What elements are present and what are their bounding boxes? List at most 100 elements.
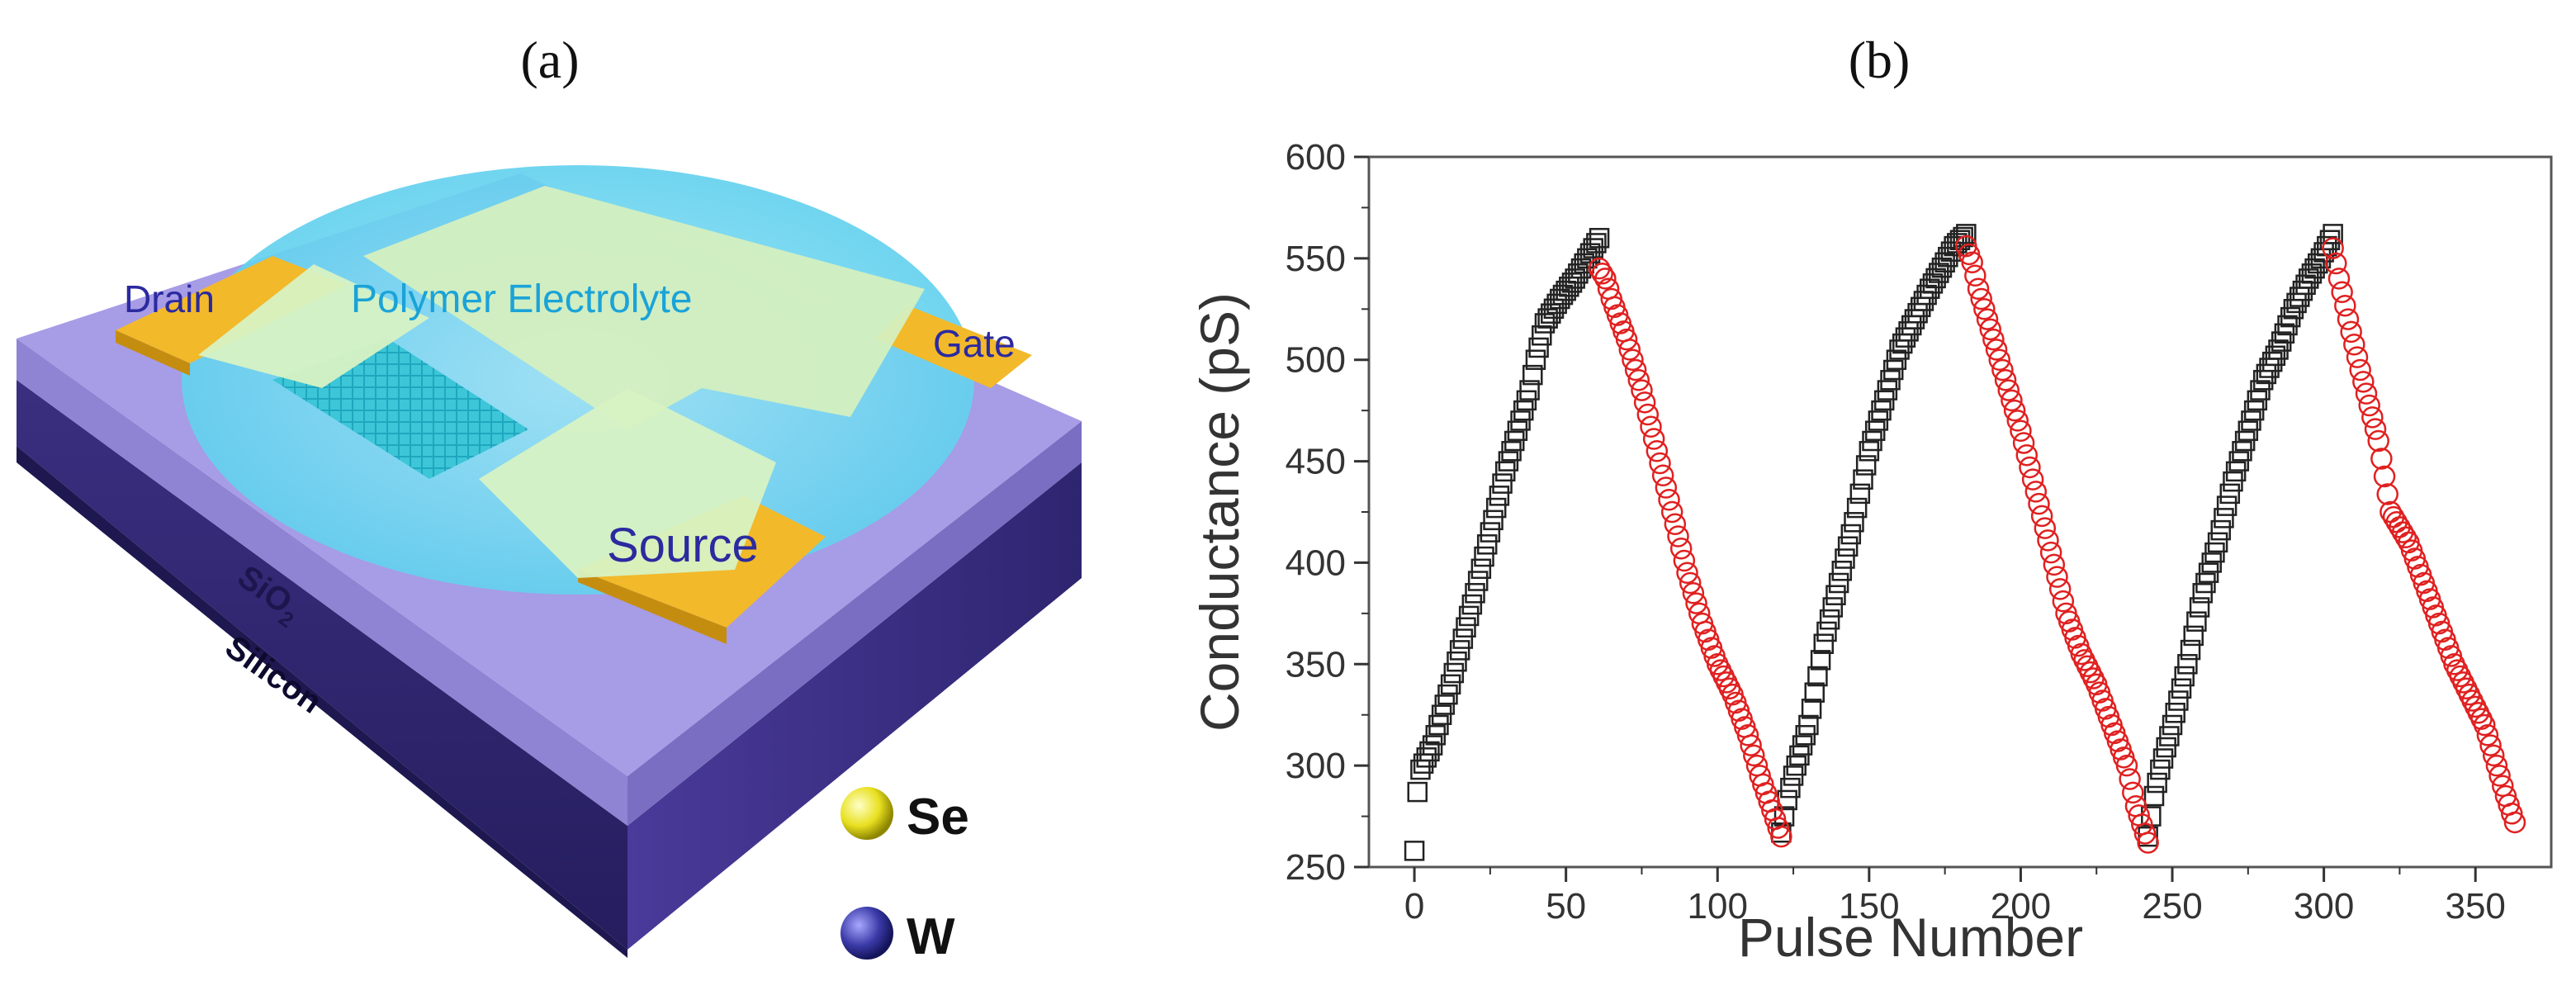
- depression-point: [2376, 483, 2398, 505]
- potentiation-point: [1501, 441, 1522, 462]
- potentiation-point: [1798, 714, 1819, 736]
- potentiation-point: [1855, 455, 1877, 476]
- potentiation-point: [1586, 233, 1607, 254]
- potentiation-point: [2261, 351, 2283, 372]
- x-tick-label: 300: [2294, 886, 2354, 926]
- potentiation-point: [1882, 359, 1904, 381]
- potentiation-point: [1813, 633, 1835, 654]
- depression-point: [2137, 832, 2159, 854]
- potentiation-point: [2201, 552, 2223, 573]
- potentiation-point: [2210, 519, 2232, 541]
- potentiation-point: [2168, 690, 2189, 711]
- potentiation-point: [1465, 583, 1485, 604]
- plot-frame: [1367, 155, 2553, 869]
- top-pad: [363, 186, 925, 429]
- potentiation-point: [2180, 639, 2201, 661]
- potentiation-point: [1801, 699, 1822, 719]
- depression-point: [1736, 724, 1759, 746]
- potentiation-point: [1492, 473, 1513, 494]
- potentiation-point: [2192, 583, 2213, 604]
- potentiation-point: [1825, 585, 1846, 605]
- depression-point: [1964, 264, 1986, 287]
- depression-point: [2006, 410, 2029, 432]
- potentiation-point: [1461, 594, 1483, 615]
- potentiation-point: [1862, 430, 1882, 452]
- potentiation-point: [2195, 572, 2216, 594]
- y-tick-label: 250: [1286, 847, 1346, 888]
- potentiation-point: [1467, 571, 1489, 591]
- depression-point: [2331, 281, 2353, 304]
- depression-point: [1649, 452, 1671, 475]
- source-pad: [479, 388, 776, 578]
- depression-point: [1685, 592, 1707, 614]
- potentiation-point: [2174, 666, 2195, 687]
- potentiation-point: [1440, 674, 1461, 695]
- depression-point: [2488, 765, 2511, 787]
- potentiation-point: [1443, 662, 1465, 684]
- potentiation-point: [2204, 542, 2225, 563]
- depression-point: [2479, 734, 2502, 756]
- depression-point: [1627, 369, 1650, 391]
- y-tick-label: 400: [1286, 543, 1346, 583]
- depression-point: [1591, 263, 1613, 285]
- depression-point: [2119, 768, 2141, 790]
- depression-point: [1642, 428, 1665, 450]
- gate-label: Gate: [933, 322, 1016, 365]
- potentiation-point: [1810, 650, 1831, 671]
- potentiation-point: [1498, 451, 1519, 472]
- potentiation-point: [2147, 772, 2167, 794]
- potentiation-point: [2234, 430, 2256, 452]
- potentiation-point: [1428, 714, 1449, 736]
- depression-point: [2024, 481, 2048, 503]
- potentiation-point: [1840, 524, 1862, 545]
- potentiation-point: [1422, 735, 1443, 756]
- potentiation-point: [1532, 325, 1552, 346]
- potentiation-point: [2165, 703, 2185, 723]
- se-legend-label: Se: [907, 789, 969, 846]
- potentiation-point: [2177, 654, 2198, 675]
- depression-point: [1673, 549, 1696, 572]
- potentiation-point: [1853, 469, 1873, 490]
- depression-point: [1633, 391, 1656, 414]
- potentiation-point: [1956, 224, 1977, 244]
- potentiation-point: [1816, 621, 1837, 642]
- potentiation-point: [1516, 390, 1537, 411]
- potentiation-point: [1525, 349, 1546, 370]
- depression-point: [2337, 308, 2360, 330]
- silicon-front-lower: [17, 446, 627, 958]
- depression-point: [2115, 754, 2138, 777]
- gate-electrode: [875, 306, 1032, 388]
- depression-point: [2325, 252, 2347, 275]
- depression-point: [1669, 537, 1693, 560]
- potentiation-point: [1873, 390, 1895, 411]
- source-electrode-edge: [578, 570, 727, 644]
- depression-point: [1624, 358, 1647, 382]
- potentiation-point: [1522, 364, 1543, 386]
- drain-electrode: [116, 256, 347, 363]
- potentiation-point: [2183, 625, 2204, 647]
- sio2-right-face: [627, 421, 1082, 826]
- potentiation-point: [1792, 735, 1813, 756]
- potentiation-point: [1407, 781, 1428, 803]
- potentiation-point: [1583, 238, 1603, 258]
- depression-point: [1664, 513, 1687, 535]
- potentiation-point: [1449, 640, 1470, 661]
- potentiation-point: [2219, 483, 2241, 505]
- potentiation-point: [1846, 497, 1868, 519]
- potentiation-point: [2223, 471, 2243, 492]
- potentiation-point: [1437, 684, 1458, 705]
- x-tick-label: 350: [2445, 886, 2505, 926]
- device-illustration: Drain Polymer Electrolyte Gate Source Si…: [17, 165, 1082, 965]
- depression-point: [2028, 492, 2050, 515]
- potentiation-point: [1513, 400, 1534, 421]
- potentiation-point: [1789, 745, 1810, 766]
- x-axis-label: Pulse Number: [1738, 907, 2083, 968]
- potentiation-point: [1452, 628, 1474, 649]
- potentiation-point: [2207, 532, 2228, 553]
- depression-point: [2355, 382, 2378, 405]
- depression-point: [2349, 358, 2371, 382]
- potentiation-point: [2243, 400, 2265, 421]
- depression-point: [1982, 328, 2005, 351]
- potentiation-point: [1886, 349, 1907, 370]
